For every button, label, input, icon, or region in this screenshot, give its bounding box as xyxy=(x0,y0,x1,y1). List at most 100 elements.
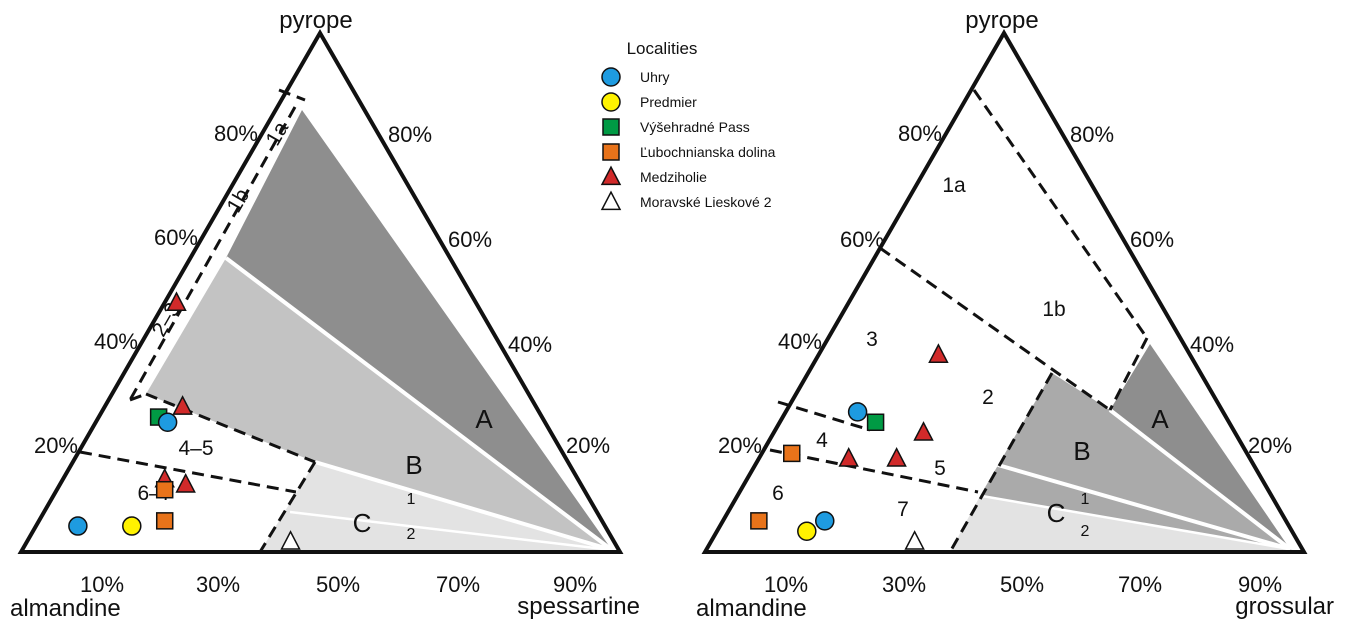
ternary-frame-right xyxy=(701,28,1308,554)
field-b-right xyxy=(980,373,1290,549)
tick-left-edge-60-left: 60% xyxy=(154,225,198,250)
data-point-predmier-2 xyxy=(122,516,142,536)
vertex-left-label-left: almandine xyxy=(10,595,121,621)
tick-left-edge-40-right: 40% xyxy=(778,329,822,354)
subfield-label-7-right: 7 xyxy=(897,498,909,521)
data-point-l-ubochnianska-dolina-1 xyxy=(750,512,768,530)
divider-b-c-right xyxy=(997,463,1291,551)
tick-bottom-70-left: 70% xyxy=(436,572,480,597)
tick-bottom-10-right: 10% xyxy=(764,572,808,597)
field-a-right xyxy=(1110,344,1290,549)
ternary-plot-left: pyrope almandine spessartine 20% 40% 60%… xyxy=(10,7,640,621)
tick-bottom-70-right: 70% xyxy=(1118,572,1162,597)
legend-marker-uhry xyxy=(601,67,621,87)
field-label-c-left: C xyxy=(353,508,372,538)
tick-right-edge-60-left: 60% xyxy=(448,227,492,252)
tick-right-edge-80-left: 80% xyxy=(388,122,432,147)
vertex-top-label-right: pyrope xyxy=(965,7,1038,34)
tick-left-edge-40-left: 40% xyxy=(94,329,138,354)
data-point-l-ubochnianska-dolina-5 xyxy=(783,444,801,463)
vertex-right-label-right: grossular xyxy=(1235,593,1334,620)
data-point-uhry-9 xyxy=(847,402,868,422)
ternary-plot-right: pyrope almandine grossular 20% 40% 60% 8… xyxy=(696,7,1334,621)
tick-bottom-50-left: 50% xyxy=(316,572,360,597)
divider-c1-c2-left xyxy=(289,510,613,552)
data-point-vy-s-ehradne-pass-10 xyxy=(866,413,885,431)
legend-title: Localities xyxy=(627,39,698,58)
field-label-c-right: C xyxy=(1047,498,1066,528)
subfield-label-1b-left: 1b xyxy=(223,185,255,217)
data-point-medziholie-7 xyxy=(886,447,907,467)
tick-left-edge-80-left: 80% xyxy=(214,121,258,146)
subfield-label-c2-right: 2 xyxy=(1081,523,1090,540)
field-a-left xyxy=(226,110,612,550)
subfield-label-2-right: 2 xyxy=(982,386,994,409)
tick-left-edge-80-right: 80% xyxy=(898,121,942,146)
tick-right-edge-80-right: 80% xyxy=(1070,122,1114,147)
data-point-medziholie-6 xyxy=(175,473,196,493)
divider-c1-c2-right xyxy=(981,494,1291,551)
field-label-a-left: A xyxy=(475,404,493,434)
data-point-l-ubochnianska-dolina-7 xyxy=(155,480,174,499)
subfield-label-c1-right: 1 xyxy=(1081,491,1090,508)
tick-left-edge-20-right: 20% xyxy=(718,433,762,458)
data-point-moravske-lieskove-2-4 xyxy=(904,530,925,550)
data-point-predmier-2 xyxy=(797,521,817,541)
legend-label-l-ubochnianska-dolina: Ľubochnianska dolina xyxy=(640,144,776,160)
legend-label-predmier: Predmier xyxy=(640,94,697,110)
subfield-label-c2-left: 2 xyxy=(407,526,416,543)
data-point-uhry-9 xyxy=(157,412,178,432)
subfield-label-5-right: 5 xyxy=(934,457,946,480)
legend-label-moravske-lieskove-2: Moravské Lieskové 2 xyxy=(640,194,772,210)
tick-bottom-30-left: 30% xyxy=(196,572,240,597)
subfield-label-4-right: 4 xyxy=(816,429,828,452)
tick-bottom-90-left: 90% xyxy=(553,572,597,597)
data-points-right xyxy=(750,343,949,550)
data-point-moravske-lieskove-2-4 xyxy=(280,530,301,550)
divider-a-b-left xyxy=(224,256,614,552)
tick-bottom-10-left: 10% xyxy=(80,572,124,597)
tick-left-edge-20-left: 20% xyxy=(34,433,78,458)
data-points-left xyxy=(68,291,301,550)
tick-bottom-50-right: 50% xyxy=(1000,572,1044,597)
field-label-b-left: B xyxy=(405,450,422,480)
tick-right-edge-60-right: 60% xyxy=(1130,227,1174,252)
subfield-label-1b-right: 1b xyxy=(1042,298,1065,321)
legend: Localities Uhry Predmier Výšehradné Pass Ľu… xyxy=(600,39,776,211)
field-label-a-right: A xyxy=(1151,404,1169,434)
field-b-left xyxy=(146,258,612,550)
data-point-uhry-3 xyxy=(815,511,835,531)
data-point-l-ubochnianska-dolina-3 xyxy=(155,512,174,530)
subfield-boundaries-right xyxy=(769,89,1149,553)
tick-bottom-90-right: 90% xyxy=(1238,572,1282,597)
subfield-label-c1-left: 1 xyxy=(407,491,416,508)
divider-b-c-left xyxy=(314,460,613,552)
legend-marker-vy-s-ehradne-pass xyxy=(602,118,620,136)
data-point-medziholie-11 xyxy=(928,343,949,363)
field-label-b-right: B xyxy=(1073,436,1090,466)
legend-marker-predmier xyxy=(601,92,621,112)
tick-right-edge-40-left: 40% xyxy=(508,332,552,357)
data-point-medziholie-8 xyxy=(913,421,934,441)
legend-label-vy-s-ehradne-pass: Výšehradné Pass xyxy=(640,119,750,135)
legend-marker-medziholie xyxy=(600,165,622,186)
subfield-boundaries-left xyxy=(79,88,317,553)
divider-a-b-right xyxy=(1108,408,1292,551)
tick-left-edge-60-right: 60% xyxy=(840,227,884,252)
subfield-label-4-5-left: 4–5 xyxy=(178,437,213,460)
subfield-label-1a-right: 1a xyxy=(942,174,966,197)
ternary-frame-left xyxy=(17,28,624,554)
data-point-uhry-1 xyxy=(68,516,88,536)
vertex-right-label-left: spessartine xyxy=(517,593,640,620)
legend-marker-moravske-lieskove-2 xyxy=(600,190,622,211)
tick-right-edge-20-right: 20% xyxy=(1248,433,1292,458)
data-point-medziholie-6 xyxy=(838,447,859,467)
legend-marker-l-ubochnianska-dolina xyxy=(602,143,620,161)
data-point-medziholie-10 xyxy=(172,395,193,415)
vertex-left-label-right: almandine xyxy=(696,595,807,621)
legend-label-uhry: Uhry xyxy=(640,69,670,85)
tick-bottom-30-right: 30% xyxy=(882,572,926,597)
tick-right-edge-20-left: 20% xyxy=(566,433,610,458)
vertex-top-label-left: pyrope xyxy=(279,7,352,34)
